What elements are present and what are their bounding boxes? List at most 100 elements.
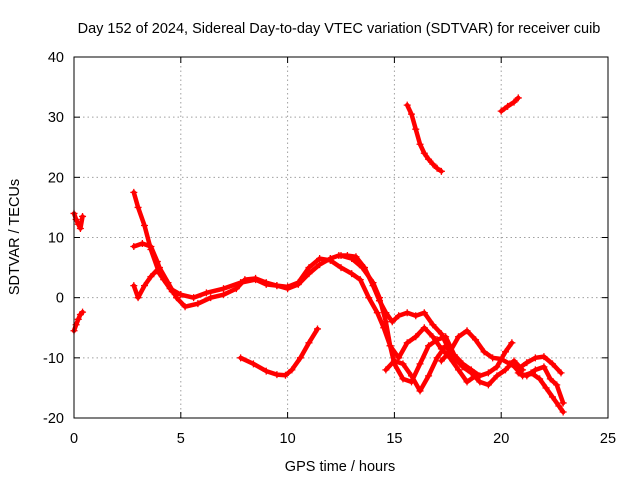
- data-point-marker: [262, 367, 270, 375]
- data-point-marker: [425, 155, 433, 163]
- data-point-marker: [373, 309, 381, 317]
- data-point-marker: [454, 366, 462, 374]
- series-band: [238, 326, 320, 378]
- data-point-marker: [220, 291, 228, 299]
- data-point-marker: [546, 375, 554, 383]
- data-point-marker: [220, 285, 228, 293]
- series-band: [404, 102, 444, 174]
- x-tick-label: 25: [600, 431, 616, 447]
- data-point-marker: [484, 369, 492, 377]
- data-point-marker: [316, 261, 324, 269]
- data-point-marker: [395, 312, 403, 320]
- data-point-marker: [559, 399, 567, 407]
- data-point-marker: [369, 279, 377, 287]
- data-point-marker: [314, 325, 322, 333]
- chart-title: Day 152 of 2024, Sidereal Day-to-day VTE…: [78, 21, 601, 37]
- grid: [74, 57, 608, 418]
- data-point-marker: [519, 372, 527, 380]
- data-point-marker: [497, 355, 505, 363]
- data-point-marker: [463, 327, 471, 335]
- data-point-marker: [326, 256, 334, 264]
- data-point-marker: [437, 357, 445, 365]
- y-tick-label: 10: [48, 231, 64, 247]
- data-point-marker: [273, 282, 281, 290]
- data-point-marker: [429, 333, 437, 341]
- data-point-marker: [388, 318, 396, 326]
- data-point-marker: [484, 381, 492, 389]
- x-axis-label: GPS time / hours: [285, 459, 395, 475]
- data-point-marker: [508, 339, 516, 347]
- data-point-marker: [497, 107, 505, 115]
- series-band: [338, 253, 515, 385]
- y-axis-label: SDTVAR / TECUs: [7, 179, 23, 295]
- data-point-marker: [140, 221, 148, 229]
- data-point-marker: [548, 360, 556, 368]
- data-point-marker: [407, 372, 415, 380]
- series-arc-2: [70, 308, 87, 335]
- data-point-marker: [79, 308, 87, 316]
- data-point-marker: [237, 354, 245, 362]
- data-point-marker: [249, 360, 257, 368]
- data-point-marker: [433, 336, 441, 344]
- data-point-marker: [232, 285, 240, 293]
- data-point-marker: [463, 378, 471, 386]
- data-point-marker: [446, 348, 454, 356]
- data-point-marker: [386, 342, 394, 350]
- data-point-marker: [352, 253, 360, 261]
- y-tick-label: 30: [48, 110, 64, 126]
- data-point-marker: [412, 312, 420, 320]
- data-point-marker: [177, 291, 185, 299]
- series-arc-7: [382, 342, 527, 395]
- x-tick-label: 0: [70, 431, 78, 447]
- data-point-marker: [294, 279, 302, 287]
- y-tick-label: 40: [48, 50, 64, 66]
- data-point-marker: [504, 102, 512, 110]
- data-point-marker: [348, 270, 356, 278]
- data-point-marker: [79, 212, 87, 220]
- data-point-marker: [425, 372, 433, 380]
- data-point-marker: [316, 255, 324, 263]
- x-tick-label: 5: [177, 431, 185, 447]
- data-point-marker: [74, 220, 82, 228]
- data-point-marker: [501, 366, 509, 374]
- data-point-marker: [416, 360, 424, 368]
- data-point-marker: [153, 258, 161, 266]
- data-point-marker: [501, 348, 509, 356]
- series-arc-8: [403, 101, 445, 175]
- data-point-marker: [147, 243, 155, 251]
- data-point-marker: [559, 408, 567, 416]
- data-point-marker: [553, 381, 561, 389]
- data-point-marker: [130, 243, 138, 251]
- data-point-marker: [147, 273, 155, 281]
- series-arc-10: [237, 325, 322, 379]
- data-point-marker: [356, 276, 364, 284]
- data-point-marker: [337, 264, 345, 272]
- data-point-marker: [510, 98, 518, 106]
- data-point-marker: [472, 336, 480, 344]
- data-point-marker: [557, 369, 565, 377]
- data-point-marker: [358, 264, 366, 272]
- data-point-marker: [284, 283, 292, 291]
- data-point-marker: [489, 354, 497, 362]
- data-point-marker: [173, 294, 181, 302]
- data-point-marker: [420, 149, 428, 157]
- data-series: [70, 94, 567, 416]
- data-point-marker: [273, 371, 281, 379]
- data-point-marker: [403, 339, 411, 347]
- data-point-marker: [493, 372, 501, 380]
- data-point-marker: [450, 354, 458, 362]
- data-point-marker: [407, 110, 415, 118]
- data-point-marker: [288, 366, 296, 374]
- data-point-marker: [296, 354, 304, 362]
- data-point-marker: [454, 333, 462, 341]
- data-point-marker: [337, 252, 345, 260]
- data-point-marker: [399, 375, 407, 383]
- data-point-marker: [536, 375, 544, 383]
- series-band: [498, 95, 521, 114]
- data-point-marker: [459, 363, 467, 371]
- data-point-marker: [399, 360, 407, 368]
- data-point-marker: [420, 309, 428, 317]
- y-tick-label: -20: [43, 411, 64, 427]
- data-point-marker: [382, 318, 390, 326]
- data-point-marker: [433, 164, 441, 172]
